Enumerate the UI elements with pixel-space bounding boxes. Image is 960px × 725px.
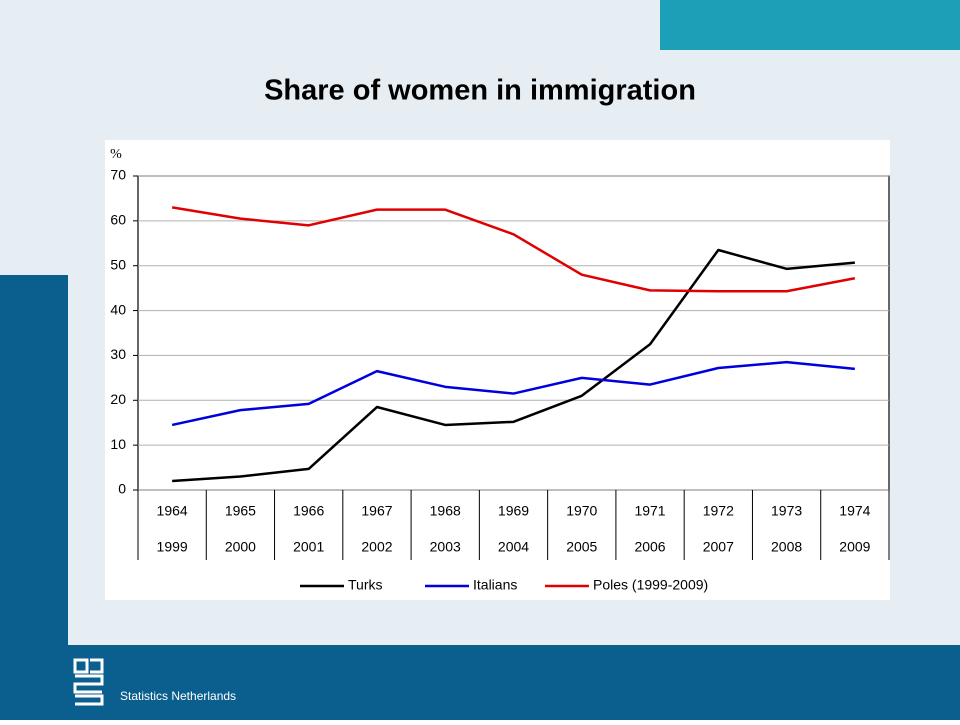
x-tick-label-2: 2008 [771, 539, 802, 555]
series-line [172, 248, 855, 483]
x-tick-label-2: 2006 [634, 539, 665, 555]
footer-bar [0, 645, 960, 720]
x-tick-label-2: 2000 [225, 539, 256, 555]
corner-box [660, 0, 960, 50]
y-tick-label: 10 [110, 436, 126, 452]
y-tick-label: 40 [110, 301, 126, 317]
y-tick-label: 70 [110, 167, 126, 183]
x-tick-label-2: 2001 [293, 539, 324, 555]
x-tick-label: 1968 [430, 503, 461, 519]
series-line [171, 360, 855, 427]
x-tick-label-2: 1999 [157, 539, 188, 555]
x-tick-label: 1964 [157, 503, 188, 519]
x-tick-label: 1974 [839, 503, 870, 519]
logo [73, 658, 104, 706]
x-tick-label-2: 2009 [839, 539, 870, 555]
legend-label: Italians [473, 577, 517, 593]
legend-label: Poles (1999-2009) [593, 577, 708, 593]
footer-text: Statistics Netherlands [120, 689, 236, 703]
y-tick-label: 20 [110, 391, 126, 407]
y-tick-label: 30 [110, 346, 126, 362]
legend-label: Turks [348, 577, 382, 593]
y-tick-label: 60 [110, 212, 126, 228]
x-tick-label-2: 2004 [498, 539, 529, 555]
x-tick-label: 1966 [293, 503, 324, 519]
series-line [171, 206, 856, 293]
x-tick-label: 1969 [498, 503, 529, 519]
y-tick-label: 0 [118, 481, 126, 497]
x-tick-label: 1965 [225, 503, 256, 519]
y-tick-label: 50 [110, 256, 126, 272]
chart-title: Share of women in immigration [264, 75, 696, 107]
chart-area [105, 140, 890, 600]
x-tick-label: 1967 [361, 503, 392, 519]
x-tick-label-2: 2007 [703, 539, 734, 555]
x-tick-label-2: 2003 [430, 539, 461, 555]
x-tick-label: 1971 [634, 503, 665, 519]
x-tick-label: 1973 [771, 503, 802, 519]
y-axis-label: % [110, 147, 122, 162]
x-tick-label: 1972 [703, 503, 734, 519]
x-tick-label: 1970 [566, 503, 597, 519]
x-tick-label-2: 2005 [566, 539, 597, 555]
x-tick-label-2: 2002 [361, 539, 392, 555]
